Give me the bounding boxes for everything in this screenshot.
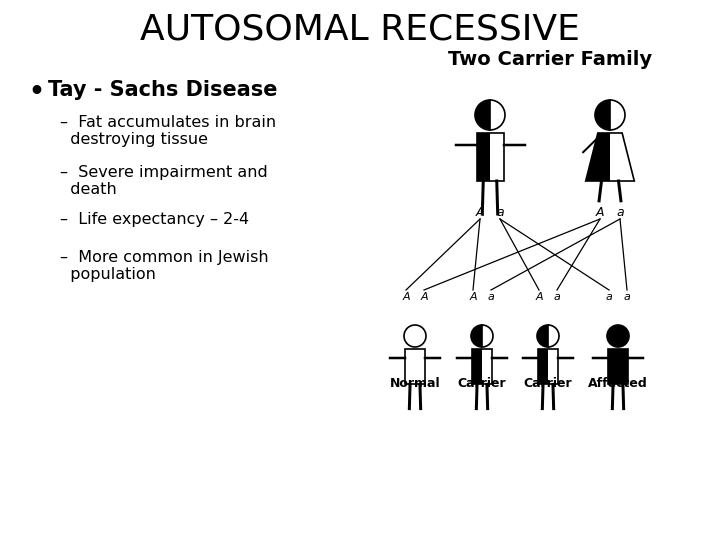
Bar [490,133,503,181]
Polygon shape [610,133,634,181]
Text: A: A [420,292,428,302]
Bar [472,349,492,384]
Bar [477,133,490,181]
Circle shape [607,325,629,347]
Bar [477,133,503,181]
Text: A: A [476,206,485,219]
Text: A: A [402,292,410,302]
Text: Tay - Sachs Disease: Tay - Sachs Disease [48,80,277,100]
Circle shape [404,325,426,347]
Text: A: A [469,292,477,302]
Text: a: a [616,206,624,219]
Wedge shape [595,100,610,130]
Text: A: A [595,206,604,219]
Text: a: a [496,206,504,219]
Wedge shape [537,325,548,347]
Wedge shape [548,325,559,347]
Text: a: a [554,292,560,302]
Wedge shape [482,325,493,347]
Text: –  More common in Jewish
  population: – More common in Jewish population [60,250,269,282]
Text: a: a [606,292,613,302]
Wedge shape [471,325,482,347]
Bar [548,349,558,384]
Text: •: • [28,80,44,104]
Text: Carrier: Carrier [523,377,572,390]
Text: Carrier: Carrier [458,377,506,390]
Bar [405,349,425,384]
Text: Two Carrier Family: Two Carrier Family [448,50,652,69]
Text: Normal: Normal [390,377,441,390]
Wedge shape [475,100,490,130]
Bar [482,349,492,384]
Text: –  Fat accumulates in brain
  destroying tissue: – Fat accumulates in brain destroying ti… [60,115,276,147]
Text: AUTOSOMAL RECESSIVE: AUTOSOMAL RECESSIVE [140,12,580,46]
Wedge shape [490,100,505,130]
Wedge shape [610,100,625,130]
Text: A: A [535,292,543,302]
Text: Affected: Affected [588,377,648,390]
Bar [538,349,558,384]
Bar [472,349,482,384]
Polygon shape [585,133,610,181]
Text: –  Life expectancy – 2-4: – Life expectancy – 2-4 [60,212,249,227]
Bar [608,349,628,384]
Text: a: a [624,292,631,302]
Text: a: a [487,292,495,302]
Bar [538,349,548,384]
Text: –  Severe impairment and
  death: – Severe impairment and death [60,165,268,198]
